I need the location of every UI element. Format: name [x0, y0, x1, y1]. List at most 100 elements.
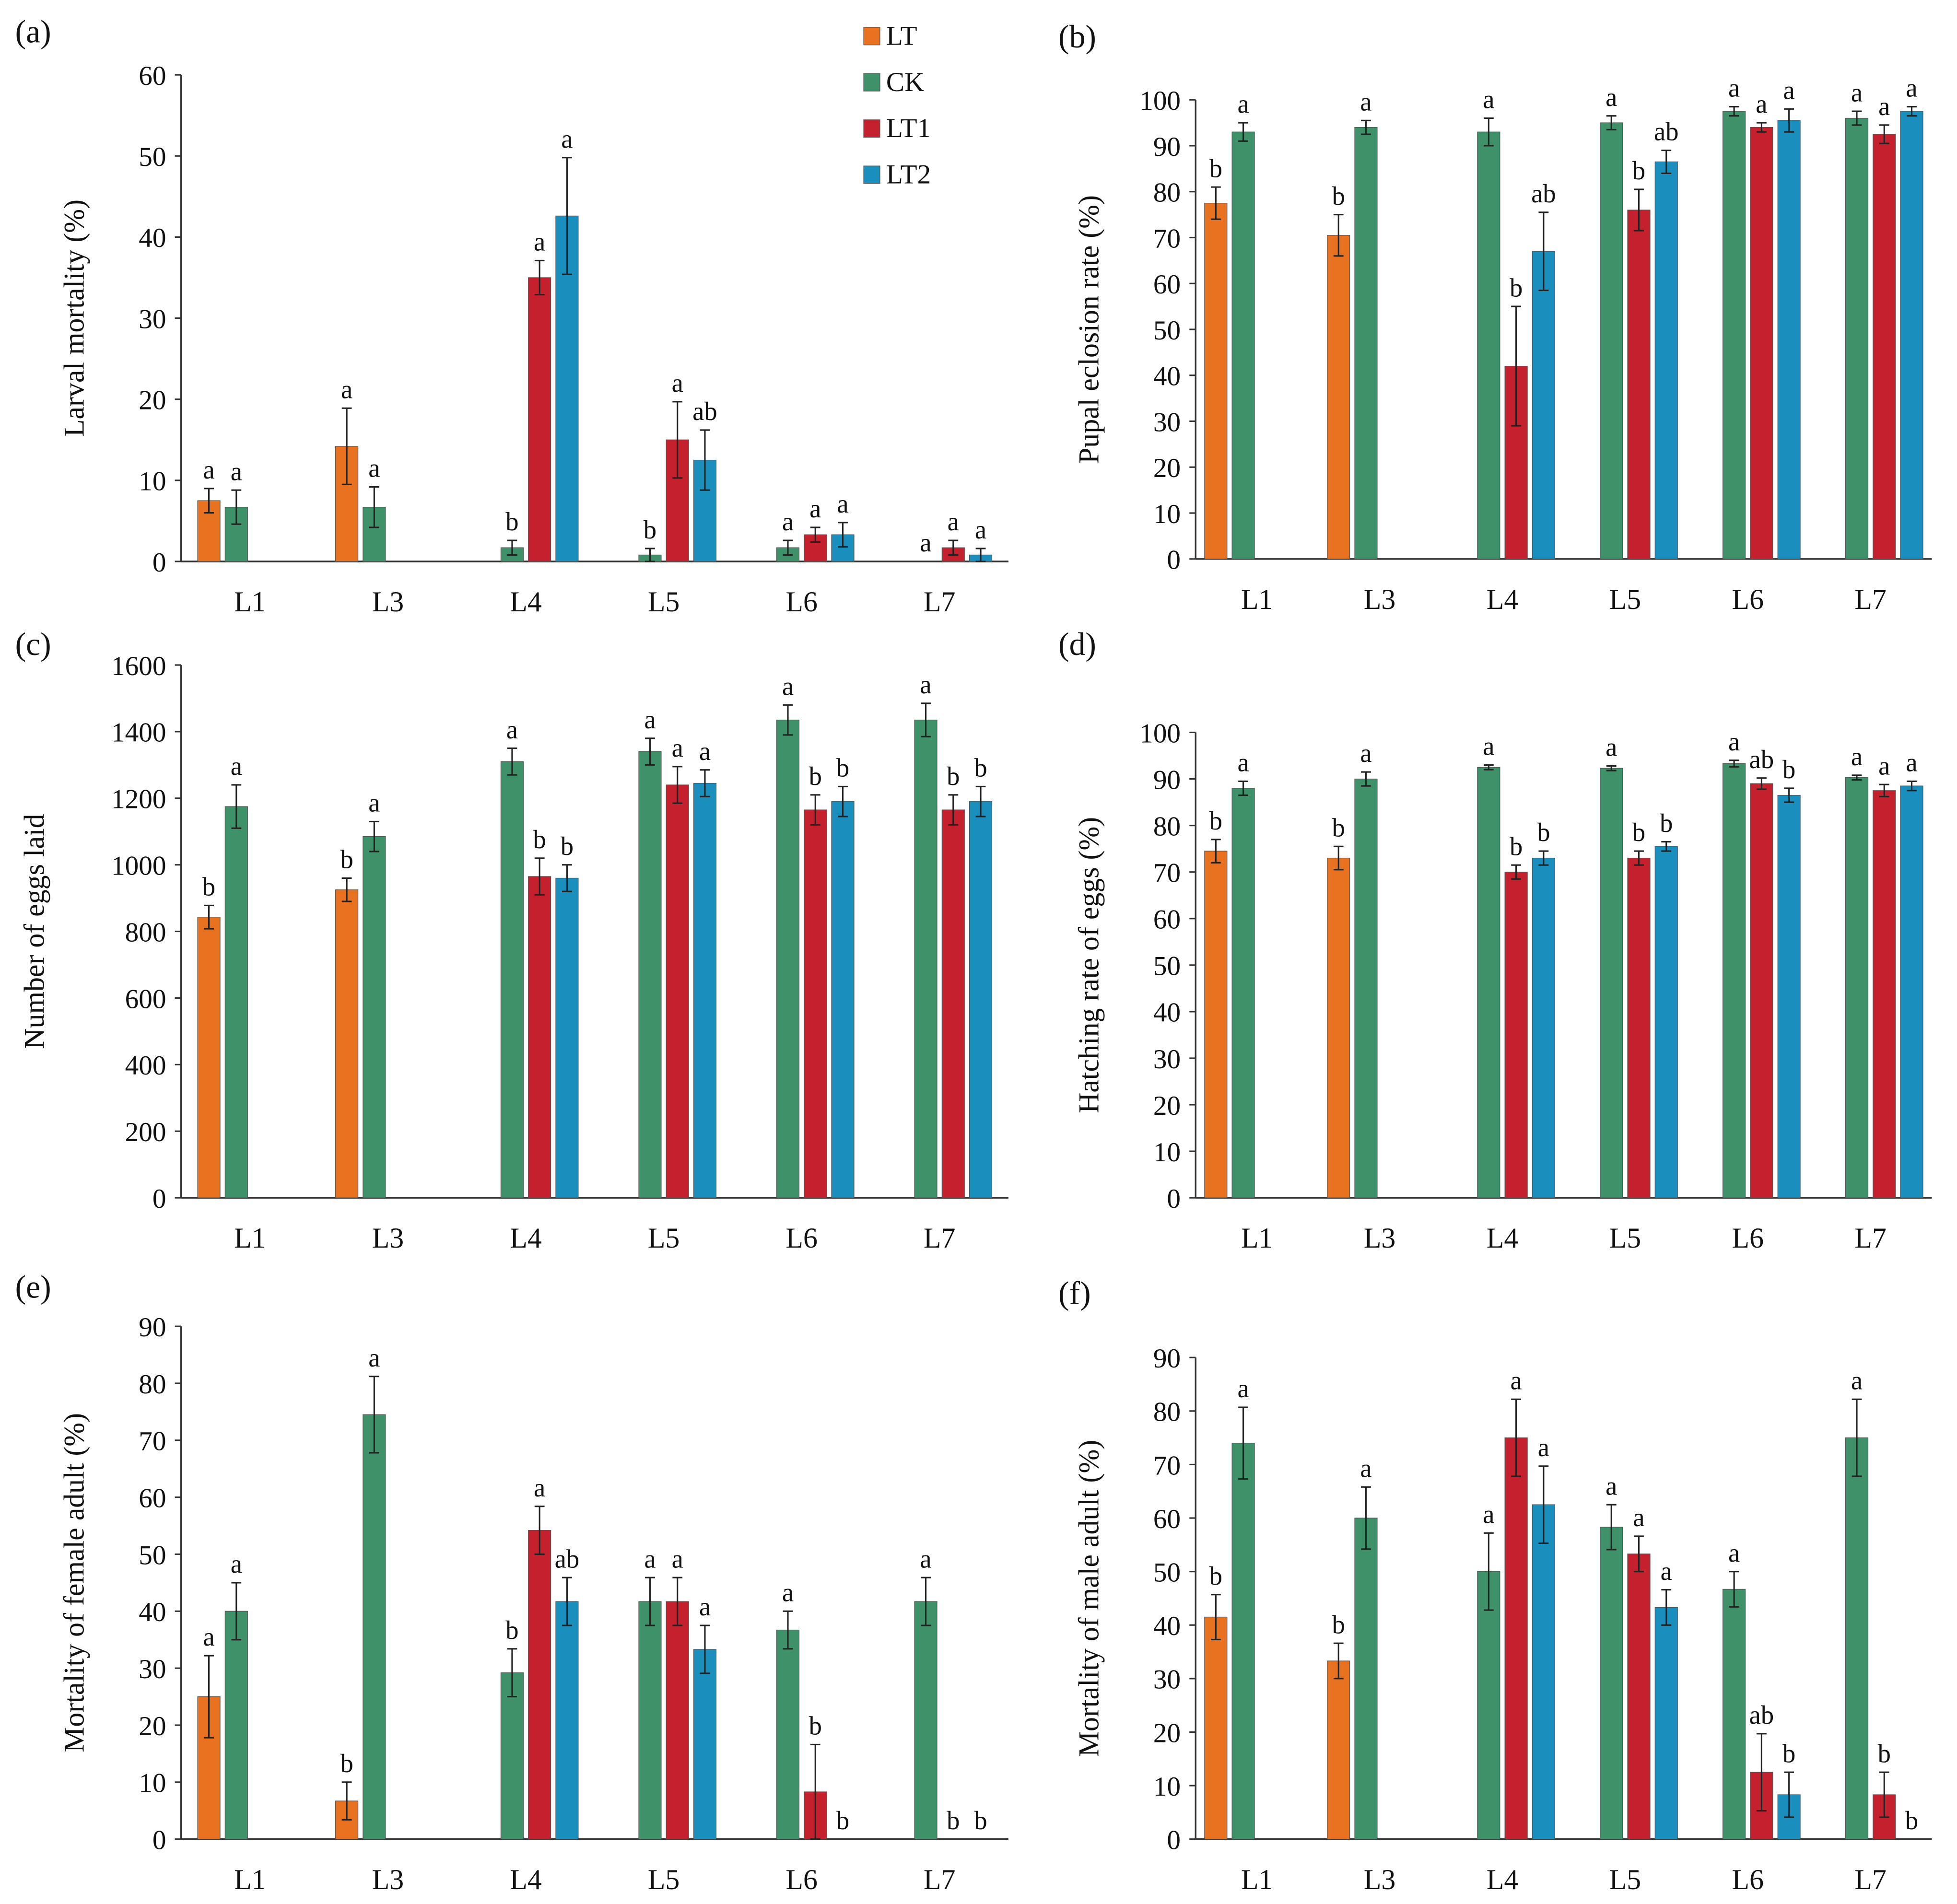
- significance-letter: b: [809, 1711, 822, 1740]
- x-tick-label: L6: [1732, 584, 1764, 615]
- bar-CK-L5: [638, 751, 662, 1198]
- bar-LT1-L7: [1873, 790, 1896, 1198]
- legend: LT CK LT1 LT2: [863, 21, 931, 190]
- y-tick-label: 40: [139, 1597, 166, 1627]
- x-tick-label: L7: [1854, 1222, 1886, 1254]
- y-tick-label: 40: [1153, 1611, 1181, 1641]
- bar-CK-L1: [1231, 788, 1255, 1198]
- bar-LT2-L5: [1654, 1607, 1678, 1840]
- bar-CK-L5: [1600, 122, 1623, 560]
- bar-CK-L1: [224, 1611, 248, 1840]
- significance-letter: a: [203, 455, 214, 484]
- x-tick-label: L1: [1241, 1222, 1273, 1254]
- significance-letter: b: [1209, 1561, 1222, 1590]
- x-tick-label: L4: [510, 586, 541, 618]
- y-tick-label: 50: [139, 142, 166, 172]
- x-tick-label: L5: [1609, 1222, 1641, 1254]
- x-tick-label: L6: [1732, 1222, 1764, 1254]
- significance-letter: a: [368, 1343, 380, 1372]
- significance-letter: b: [836, 1806, 849, 1835]
- y-tick-label: 70: [139, 1426, 166, 1457]
- x-tick-label: L7: [924, 586, 955, 618]
- y-tick-label: 20: [1153, 1718, 1181, 1748]
- significance-letter: b: [809, 761, 822, 791]
- significance-letter: a: [809, 494, 821, 523]
- y-tick-label: 60: [1153, 269, 1181, 300]
- bar-CK-L7: [1845, 777, 1869, 1198]
- y-tick-label: 80: [1153, 811, 1181, 841]
- y-tick-label: 0: [1167, 1825, 1181, 1856]
- significance-letter: b: [1782, 1739, 1795, 1768]
- y-tick-label: 50: [1153, 1557, 1181, 1588]
- legend-label: CK: [886, 67, 925, 97]
- x-tick-label: L5: [1609, 1864, 1641, 1895]
- significance-letter: a: [506, 715, 518, 744]
- significance-letter: b: [1332, 1610, 1345, 1639]
- significance-letter: a: [1878, 92, 1890, 121]
- bar-CK-L6: [1723, 763, 1746, 1198]
- x-tick-label: L6: [785, 1864, 817, 1895]
- panel-f: (f) 0 10 20 30 40 50 60 70 80 90 Mortality of male …: [1058, 1275, 1932, 1895]
- bar-LT2-L5: [693, 783, 717, 1198]
- significance-letter: b: [533, 825, 546, 854]
- panel-label: (b): [1058, 19, 1096, 55]
- significance-letter: a: [534, 227, 545, 257]
- bar-CK-L7: [914, 719, 937, 1198]
- significance-letter: ab: [1749, 1700, 1774, 1729]
- significance-letter: b: [202, 872, 215, 901]
- bar-LT1-L6: [1750, 783, 1773, 1198]
- bar-CK-L1: [1231, 1443, 1255, 1840]
- x-tick-label: L7: [924, 1864, 955, 1895]
- bar-LT-L3: [335, 889, 359, 1198]
- bar-CK-L4: [500, 1672, 524, 1840]
- significance-letter: a: [1906, 73, 1917, 103]
- significance-letter: b: [340, 1749, 353, 1778]
- legend-swatch-LT: [863, 27, 880, 46]
- bar-LT-L3: [1327, 1660, 1350, 1840]
- bar-LT1-L7: [1873, 134, 1896, 560]
- y-axis-label: Hatching rate of eggs (%): [1073, 817, 1104, 1113]
- significance-letter: a: [1878, 751, 1890, 780]
- x-tick-label: L4: [510, 1222, 541, 1254]
- legend-swatch-LT2: [863, 165, 880, 184]
- x-tick-label: L7: [924, 1222, 955, 1254]
- y-tick-label: 60: [139, 61, 166, 91]
- bar-LT2-L4: [555, 877, 579, 1198]
- y-tick-label: 50: [1153, 951, 1181, 981]
- bar-LT2-L4: [555, 1601, 579, 1840]
- significance-letter: b: [974, 753, 987, 783]
- significance-letter: a: [231, 1549, 242, 1578]
- significance-letter: a: [782, 507, 794, 536]
- significance-letter: a: [368, 788, 380, 818]
- y-axis-label: Number of eggs laid: [18, 814, 50, 1049]
- significance-letter: ab: [1749, 745, 1774, 774]
- bar-LT1-L5: [1627, 210, 1651, 560]
- significance-letter: a: [920, 528, 931, 557]
- panel-label: (d): [1058, 626, 1096, 662]
- bar-CK-L4: [500, 761, 524, 1198]
- significance-letter: a: [1728, 1538, 1740, 1567]
- significance-letter: b: [1782, 755, 1795, 784]
- significance-letter: b: [1632, 818, 1645, 847]
- significance-letter: a: [920, 1544, 931, 1573]
- bar-CK-L7: [1845, 1437, 1869, 1840]
- significance-letter: b: [1510, 831, 1523, 861]
- significance-letter: a: [368, 454, 380, 483]
- significance-letter: a: [341, 375, 352, 404]
- y-tick-label: 20: [1153, 453, 1181, 483]
- x-tick-label: L1: [234, 1222, 266, 1254]
- y-tick-label: 30: [1153, 407, 1181, 437]
- y-tick-label: 60: [1153, 905, 1181, 935]
- bar-LT1-L4: [528, 277, 551, 562]
- x-tick-label: L3: [372, 586, 404, 618]
- significance-letter: a: [948, 507, 959, 536]
- y-axis-label: Pupal eclosion rate (%): [1073, 195, 1104, 464]
- bar-CK-L1: [224, 806, 248, 1198]
- x-tick-label: L3: [1364, 1222, 1395, 1254]
- y-tick-label: 30: [139, 1654, 166, 1684]
- significance-letter: b: [1332, 181, 1345, 210]
- y-tick-label: 10: [1153, 499, 1181, 529]
- x-tick-label: L6: [785, 586, 817, 618]
- y-tick-label: 1400: [111, 718, 166, 748]
